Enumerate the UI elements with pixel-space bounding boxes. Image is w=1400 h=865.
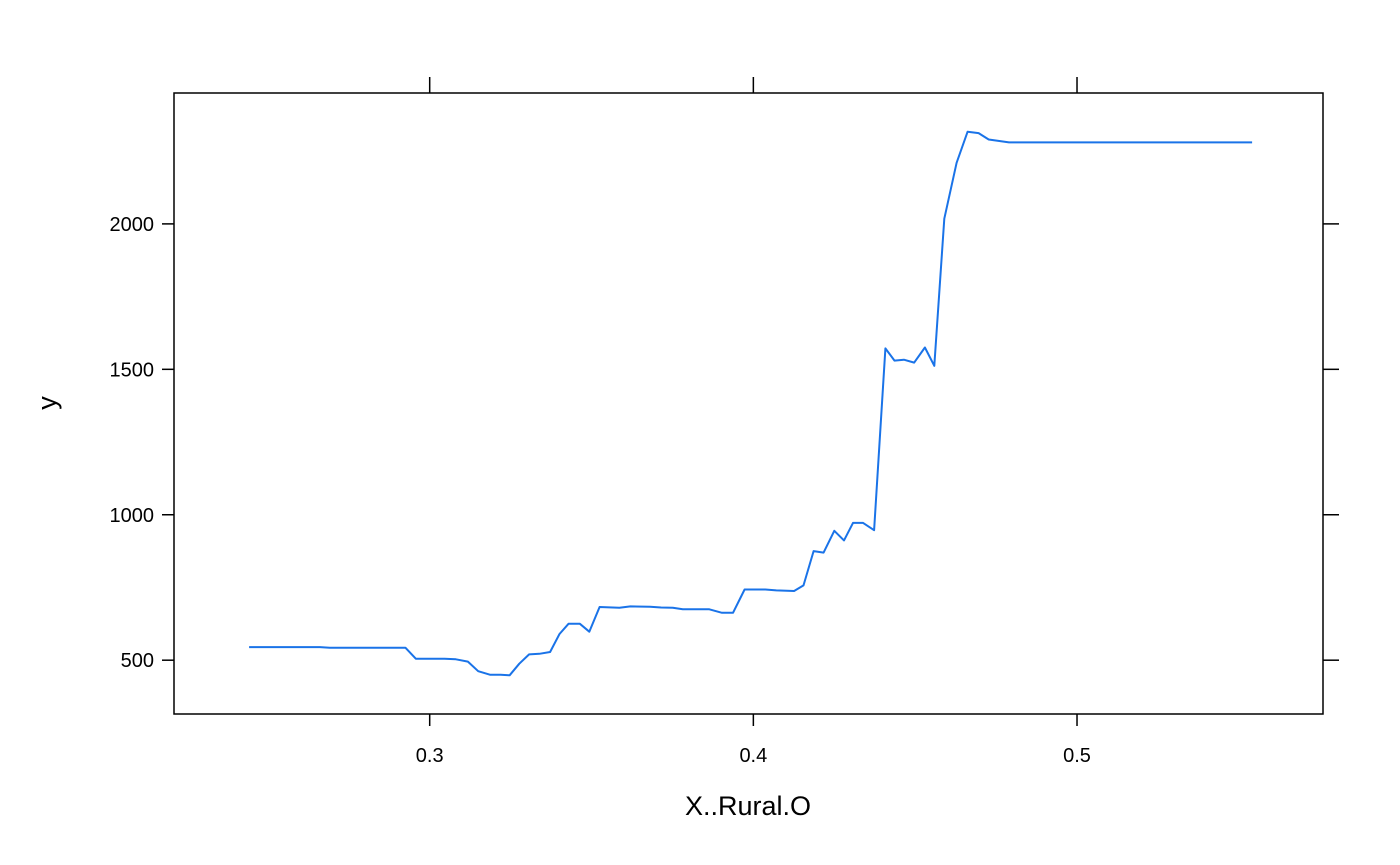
- y-tick-label: 500: [121, 650, 154, 672]
- axis-ticks: [162, 77, 1339, 726]
- series-line: [249, 130, 1253, 677]
- y-tick-label: 2000: [110, 214, 155, 236]
- axis-tick-labels: 0.3 0.4 0.5 500 1000 1500 2000: [110, 214, 1091, 767]
- x-tick-label: 0.4: [739, 745, 767, 767]
- x-axis-title: X..Rural.O: [685, 791, 811, 821]
- y-tick-label: 1500: [110, 359, 155, 381]
- x-tick-label: 0.3: [416, 745, 444, 767]
- x-tick-label: 0.5: [1063, 745, 1091, 767]
- plot-frame: [173, 92, 1324, 715]
- y-tick-label: 1000: [110, 505, 155, 527]
- y-axis-title: y: [32, 396, 62, 410]
